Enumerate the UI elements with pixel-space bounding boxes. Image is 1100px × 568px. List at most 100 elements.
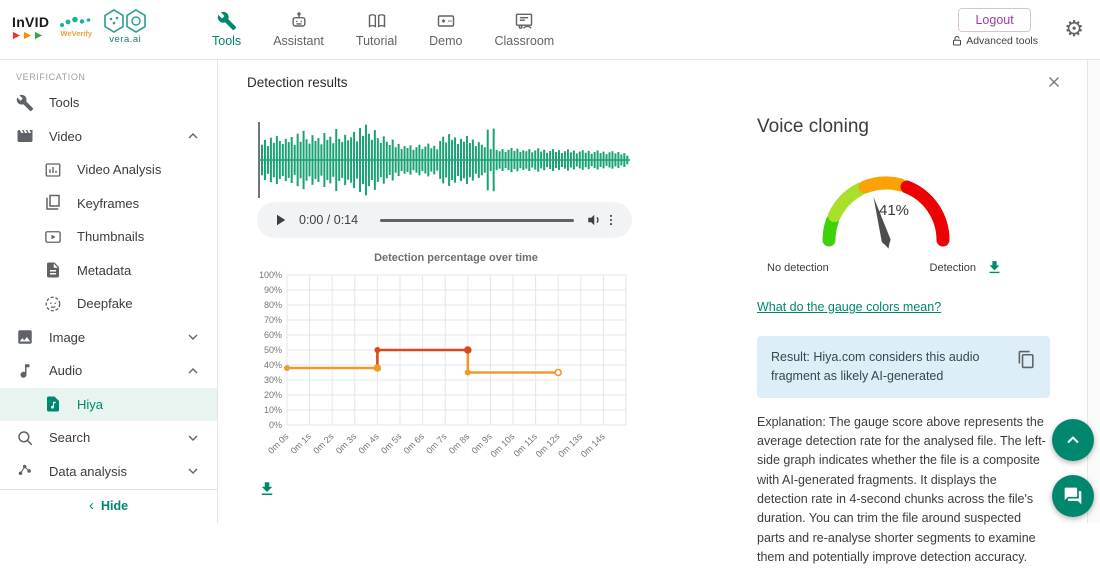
chart-svg: 0%10%20%30%40%50%60%70%80%90%100%0m 0s0m… — [236, 266, 656, 471]
svg-text:100%: 100% — [259, 270, 282, 280]
kebab-menu-icon[interactable] — [604, 211, 618, 229]
gauge-colors-link[interactable]: What do the gauge colors mean? — [757, 300, 941, 314]
play-display-icon — [44, 228, 62, 246]
nav-label: Tutorial — [356, 34, 397, 48]
audio-file-icon — [44, 395, 62, 413]
player-progress-bar[interactable] — [380, 219, 574, 222]
sidebar: VERIFICATION Tools Video Video Analysis … — [0, 60, 218, 523]
nav-item-tools[interactable]: Tools — [196, 7, 257, 52]
stacked-frames-icon — [44, 194, 62, 212]
music-note-icon — [16, 362, 34, 380]
top-nav: Tools Assistant Tutorial Demo — [196, 7, 570, 52]
video-analysis-icon — [44, 161, 62, 179]
chevron-up-icon[interactable] — [185, 128, 201, 144]
play-icon[interactable] — [271, 211, 289, 229]
logout-button[interactable]: Logout — [958, 8, 1030, 32]
svg-text:70%: 70% — [264, 315, 282, 325]
sidebar-item-label: Image — [49, 330, 85, 345]
svg-text:10%: 10% — [264, 405, 282, 415]
result-text: Result: Hiya.com considers this audio fr… — [771, 348, 1003, 386]
sidebar-item-search[interactable]: Search — [0, 421, 217, 455]
copy-icon[interactable] — [1017, 350, 1036, 369]
svg-text:0m 3s: 0m 3s — [334, 431, 359, 456]
sidebar-item-data-analysis[interactable]: Data analysis — [0, 455, 217, 489]
gear-icon[interactable]: ⚙ — [1064, 18, 1084, 40]
book-icon — [367, 11, 387, 31]
search-icon — [16, 429, 34, 447]
sidebar-item-deepfake[interactable]: Deepfake — [0, 287, 217, 321]
gauge-left-label: No detection — [767, 262, 829, 274]
sidebar-item-label: Thumbnails — [77, 229, 144, 244]
advanced-tools[interactable]: Advanced tools — [951, 35, 1038, 47]
weverify-dots-icon — [59, 16, 93, 28]
audio-player[interactable]: 0:00 / 0:14 — [257, 202, 632, 238]
logo-group: InVID WeVerify — [12, 9, 147, 45]
feedback-chat-button[interactable] — [1052, 475, 1094, 517]
sidebar-item-audio[interactable]: Audio — [0, 354, 217, 388]
invid-logo-text: InVID — [12, 15, 49, 29]
volume-icon[interactable] — [586, 211, 604, 229]
audio-waveform — [258, 122, 630, 198]
sidebar-item-image[interactable]: Image — [0, 321, 217, 355]
gauge-svg: 41% — [791, 152, 981, 252]
sidebar-item-label: Search — [49, 430, 90, 445]
wrench-icon — [16, 94, 34, 112]
lock-icon — [951, 35, 963, 47]
sidebar-item-metadata[interactable]: Metadata — [0, 254, 217, 288]
sidebar-item-tools[interactable]: Tools — [0, 86, 217, 120]
chevron-up-icon[interactable] — [185, 363, 201, 379]
face-icon — [44, 295, 62, 313]
sidebar-item-thumbnails[interactable]: Thumbnails — [0, 220, 217, 254]
chevron-down-icon[interactable] — [185, 463, 201, 479]
sidebar-item-label: Deepfake — [77, 296, 133, 311]
svg-text:0m 4s: 0m 4s — [356, 431, 381, 456]
sidebar-item-hiya[interactable]: Hiya — [0, 388, 217, 422]
nav-item-demo[interactable]: Demo — [413, 7, 478, 52]
chevron-down-icon[interactable] — [185, 329, 201, 345]
hide-label: Hide — [101, 499, 128, 513]
triangle-icon — [34, 31, 43, 40]
svg-text:90%: 90% — [264, 285, 282, 295]
nav-item-tutorial[interactable]: Tutorial — [340, 7, 413, 52]
invid-logo: InVID — [12, 15, 49, 40]
sidebar-item-label: Video — [49, 129, 82, 144]
vera-hexagons-icon — [103, 9, 147, 33]
weverify-logo: WeVerify — [59, 16, 93, 38]
weverify-logo-text: WeVerify — [61, 30, 93, 38]
svg-text:0%: 0% — [269, 420, 282, 430]
chat-icon — [1063, 486, 1083, 506]
sidebar-item-video-analysis[interactable]: Video Analysis — [0, 153, 217, 187]
close-icon[interactable] — [1045, 73, 1063, 91]
svg-text:0m 7s: 0m 7s — [424, 431, 449, 456]
scatter-nodes-icon — [16, 462, 34, 480]
svg-text:30%: 30% — [264, 375, 282, 385]
sidebar-item-label: Data analysis — [49, 464, 127, 479]
voice-cloning-panel: Voice cloning 41% No detection Detection… — [757, 116, 1050, 568]
robot-icon — [289, 11, 309, 31]
sidebar-item-video[interactable]: Video — [0, 120, 217, 154]
svg-text:0m 0s: 0m 0s — [266, 431, 291, 456]
chevron-left-icon: ‹ — [89, 498, 94, 513]
top-header: InVID WeVerify — [0, 0, 1100, 60]
nav-label: Tools — [212, 34, 241, 48]
download-icon[interactable] — [258, 480, 276, 498]
nav-item-classroom[interactable]: Classroom — [478, 7, 570, 52]
voice-cloning-title: Voice cloning — [757, 116, 1050, 138]
svg-text:0m 14s: 0m 14s — [579, 431, 607, 459]
demo-screen-icon — [436, 11, 456, 31]
download-icon[interactable] — [986, 259, 1003, 276]
sidebar-item-keyframes[interactable]: Keyframes — [0, 187, 217, 221]
svg-text:0m 8s: 0m 8s — [447, 431, 472, 456]
triangle-icon — [23, 31, 32, 40]
scroll-to-top-button[interactable] — [1052, 419, 1094, 461]
svg-text:80%: 80% — [264, 300, 282, 310]
triangle-icon — [12, 31, 21, 40]
sidebar-section-label: VERIFICATION — [0, 60, 217, 86]
explanation-text: Explanation: The gauge score above repre… — [757, 413, 1050, 568]
sidebar-item-label: Audio — [49, 363, 82, 378]
sidebar-item-label: Hiya — [77, 397, 103, 412]
hide-sidebar-button[interactable]: ‹ Hide — [0, 490, 217, 521]
svg-text:41%: 41% — [879, 202, 909, 219]
nav-item-assistant[interactable]: Assistant — [257, 7, 340, 52]
chevron-down-icon[interactable] — [185, 430, 201, 446]
